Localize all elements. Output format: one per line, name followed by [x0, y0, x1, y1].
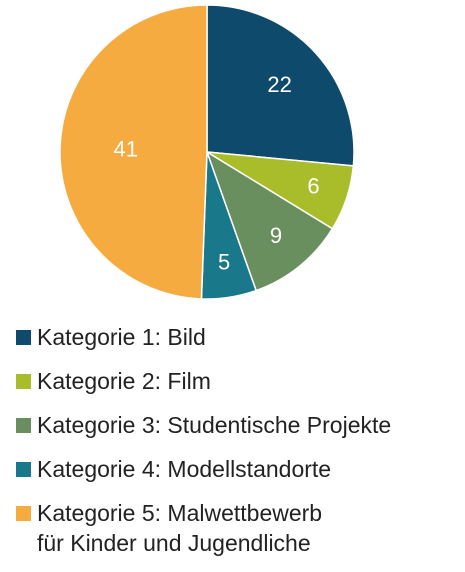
legend-swatch	[16, 462, 31, 477]
legend-item: Kategorie 4: Modellstandorte	[16, 454, 465, 484]
legend-label: Kategorie 5: Malwettbewerb für Kinder un…	[37, 500, 323, 556]
pie-slice	[206, 4, 355, 167]
legend-label: Kategorie 2: Film	[37, 368, 211, 394]
data-label: 9	[270, 223, 282, 248]
legend-item: Kategorie 3: Studentische Projekte	[16, 410, 465, 440]
legend-label: Kategorie 4: Modellstandorte	[37, 456, 332, 482]
legend-swatch	[16, 374, 31, 389]
legend-swatch	[16, 330, 31, 345]
legend-label: Kategorie 3: Studentische Projekte	[37, 412, 392, 438]
legend-label: Kategorie 1: Bild	[37, 324, 206, 350]
legend-swatch	[16, 418, 31, 433]
legend-item: Kategorie 1: Bild	[16, 322, 465, 352]
pie-chart: 22 69 5 41	[59, 4, 355, 300]
data-label: 41	[113, 136, 137, 161]
pie-slice	[59, 4, 208, 300]
data-label: 5	[218, 250, 230, 275]
legend-item: Kategorie 5: Malwettbewerb für Kinder un…	[16, 498, 465, 558]
legend-item: Kategorie 2: Film	[16, 366, 465, 396]
data-label: 6	[307, 173, 319, 198]
legend: Kategorie 1: Bild Kategorie 2: Film Katego…	[16, 322, 465, 572]
data-label: 22	[267, 72, 291, 97]
pie-slice	[205, 150, 334, 292]
legend-swatch	[16, 506, 31, 521]
